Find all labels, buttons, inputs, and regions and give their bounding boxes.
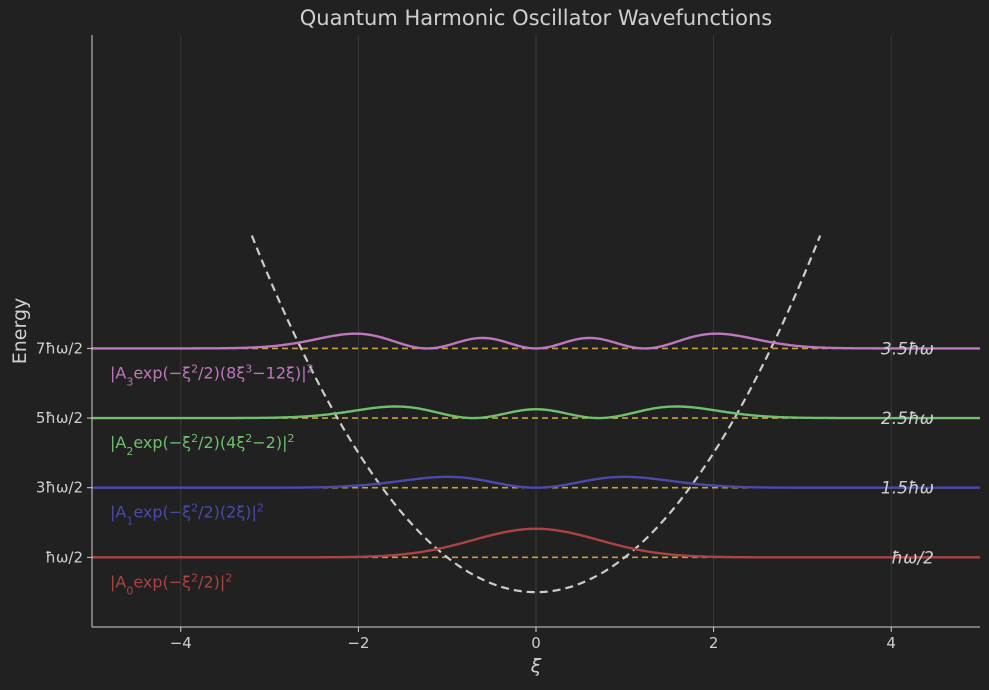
wavefunction-formula-label: |A2exp(−ξ2/2)(4ξ2−2)|2 bbox=[110, 432, 294, 458]
x-tick-label: −4 bbox=[170, 634, 192, 652]
formula-part: exp(−ξ bbox=[133, 363, 191, 382]
formula-part: exp(−ξ bbox=[133, 433, 191, 452]
formula-part: 1 bbox=[126, 514, 133, 527]
formula-part: |A bbox=[110, 503, 126, 522]
formula-part: /2)| bbox=[198, 572, 225, 591]
formula-part: exp(−ξ bbox=[133, 503, 191, 522]
wavefunction-curve-2 bbox=[92, 405, 980, 420]
formula-part: 2 bbox=[245, 432, 252, 445]
wavefunction-formula-label: |A3exp(−ξ2/2)(8ξ3−12ξ)|2 bbox=[110, 362, 314, 388]
formula-part: 2 bbox=[225, 571, 232, 584]
formula-part: 2 bbox=[191, 362, 198, 375]
wavefunction-curve-3 bbox=[92, 332, 980, 350]
formula-part: |A bbox=[110, 363, 126, 382]
formula-part: 3 bbox=[126, 375, 133, 388]
y-tick-label: 7ħω/2 bbox=[36, 339, 83, 357]
ticks-layer: −4 −2 0 2 4 ħω/2 3ħω/2 5ħω/2 7ħω/2 bbox=[36, 339, 896, 652]
energy-level-label: 1.5ħω bbox=[881, 479, 934, 499]
formula-part: /2)(8ξ bbox=[198, 363, 245, 382]
energy-level-label: 3.5ħω bbox=[881, 339, 934, 359]
energy-level-label: ħω/2 bbox=[891, 548, 934, 568]
wavefunction-curve-0 bbox=[92, 527, 980, 559]
y-tick-label: 5ħω/2 bbox=[36, 409, 83, 427]
formula-part: /2)(4ξ bbox=[198, 433, 245, 452]
series-layer bbox=[92, 332, 980, 559]
potential-layer bbox=[250, 235, 822, 594]
formula-part: 2 bbox=[287, 432, 294, 445]
formula-part: |A bbox=[110, 433, 126, 452]
y-tick-label: ħω/2 bbox=[45, 548, 83, 566]
x-tick-label: 4 bbox=[886, 634, 896, 652]
formula-part: −12ξ)| bbox=[252, 363, 306, 382]
formula-part: 2 bbox=[126, 445, 133, 458]
formula-part: 3 bbox=[245, 362, 252, 375]
x-tick-label: 2 bbox=[709, 634, 719, 652]
formula-part: 2 bbox=[191, 571, 198, 584]
formula-part: 0 bbox=[126, 584, 133, 597]
formula-part: /2)(2ξ)| bbox=[198, 503, 257, 522]
potential-curve bbox=[250, 235, 822, 594]
wavefunction-formula-label: |A0exp(−ξ2/2)|2 bbox=[110, 571, 232, 597]
x-tick-label: 0 bbox=[531, 634, 541, 652]
formula-part: exp(−ξ bbox=[133, 572, 191, 591]
formula-part: −2)| bbox=[252, 433, 287, 452]
x-tick-label: −2 bbox=[347, 634, 369, 652]
labels-layer: ħω/21.5ħω2.5ħω3.5ħω|A0exp(−ξ2/2)|2|A1exp… bbox=[110, 339, 934, 596]
formula-part: 2 bbox=[191, 432, 198, 445]
formula-part: 2 bbox=[307, 362, 314, 375]
energy-level-label: 2.5ħω bbox=[881, 409, 934, 429]
formula-part: 2 bbox=[191, 501, 198, 514]
y-axis-label: Energy bbox=[9, 298, 31, 365]
y-tick-label: 3ħω/2 bbox=[36, 479, 83, 497]
wavefunction-curve-1 bbox=[92, 475, 980, 489]
formula-part: |A bbox=[110, 572, 126, 591]
x-axis-label: ξ bbox=[530, 655, 542, 677]
formula-part: 2 bbox=[257, 501, 264, 514]
chart-title: Quantum Harmonic Oscillator Wavefunction… bbox=[300, 6, 772, 30]
wavefunction-formula-label: |A1exp(−ξ2/2)(2ξ)|2 bbox=[110, 501, 264, 527]
